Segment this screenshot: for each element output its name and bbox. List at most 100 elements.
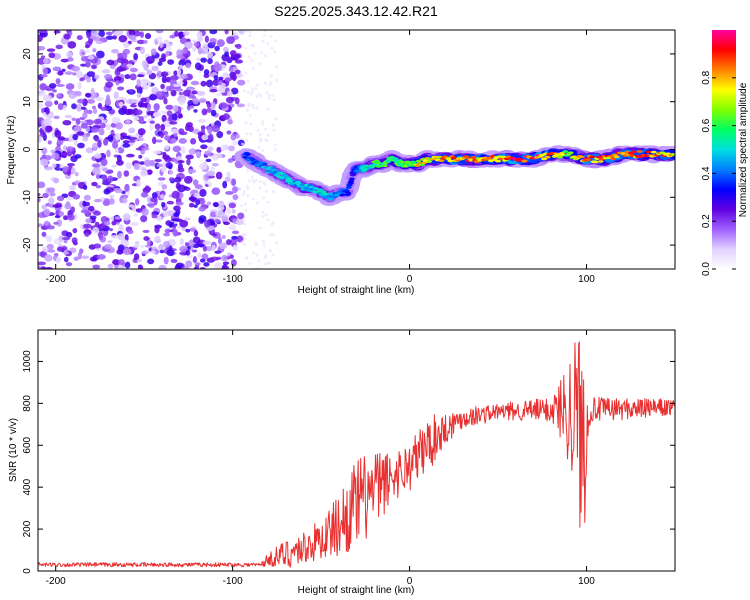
noise-cell (92, 48, 97, 53)
noise-cell (204, 150, 212, 156)
noise-cell (179, 220, 189, 228)
noise-cell (273, 143, 277, 147)
noise-cell (67, 163, 75, 167)
y-tick-label: 20 (22, 48, 33, 60)
noise-cell (255, 201, 259, 205)
noise-cell (170, 128, 178, 134)
spectrogram-x-ticks: -200 -100 0 100 (46, 30, 595, 285)
noise-cell (217, 40, 225, 46)
x-tick-label: 0 (407, 274, 413, 285)
noise-cell (154, 225, 160, 234)
noise-cell (231, 209, 236, 214)
noise-cell (255, 95, 259, 99)
noise-cell (168, 177, 175, 182)
noise-cell (146, 169, 153, 175)
noise-cell (195, 199, 201, 206)
noise-cell (111, 220, 117, 226)
noise-cell (221, 82, 226, 89)
noise-cell (176, 54, 186, 60)
noise-cell (166, 248, 175, 257)
noise-cell (76, 131, 85, 136)
noise-cell (252, 251, 256, 255)
noise-cell (103, 138, 109, 146)
noise-cell (201, 134, 209, 141)
noise-cell (243, 237, 247, 241)
noise-cell (170, 138, 177, 144)
noise-cell (143, 159, 152, 167)
ridge-cell (318, 188, 325, 192)
noise-cell (163, 39, 170, 45)
noise-cell (269, 34, 273, 38)
noise-cell (143, 115, 148, 119)
noise-cell (48, 197, 55, 205)
noise-cell (268, 249, 272, 253)
noise-cell (262, 181, 266, 185)
noise-cell (259, 94, 263, 98)
noise-cell (103, 220, 111, 226)
noise-cell (114, 189, 123, 194)
noise-cell (228, 224, 237, 231)
noise-cell (209, 86, 218, 91)
noise-cell (272, 190, 276, 194)
noise-cell (57, 136, 66, 141)
noise-cell (63, 251, 69, 255)
noise-cell (136, 92, 142, 99)
y-tick-label: -20 (22, 237, 33, 252)
noise-cell (49, 82, 57, 89)
noise-cell (192, 236, 201, 244)
noise-cell (95, 184, 102, 189)
noise-cell (139, 102, 148, 108)
noise-cell (38, 181, 46, 189)
ridge-cell (426, 160, 433, 163)
noise-cell (270, 46, 274, 50)
ridge-cell (410, 160, 417, 164)
noise-cell (232, 139, 238, 146)
noise-cell (116, 170, 122, 179)
noise-cell (164, 135, 171, 141)
noise-cell (225, 191, 234, 195)
noise-cell (188, 148, 197, 155)
noise-cell (118, 35, 128, 43)
noise-cell (159, 41, 164, 48)
noise-cell (250, 43, 254, 47)
noise-cell (242, 189, 246, 193)
noise-cell (265, 139, 269, 143)
noise-cell (226, 130, 232, 135)
noise-cell (118, 224, 124, 231)
noise-cell (162, 120, 172, 128)
noise-cell (158, 264, 167, 269)
noise-cell (161, 201, 166, 208)
noise-cell (56, 83, 65, 87)
noise-cell (53, 30, 61, 34)
noise-cell (43, 94, 53, 102)
noise-cell (253, 52, 257, 56)
noise-cell (153, 197, 158, 206)
noise-cell (191, 249, 198, 253)
noise-cell (223, 221, 230, 226)
noise-cell (242, 242, 246, 246)
noise-cell (153, 103, 160, 111)
noise-cell (71, 103, 77, 110)
noise-cell (214, 45, 220, 52)
noise-cell (38, 90, 46, 97)
noise-cell (186, 158, 191, 166)
ridge-cell (578, 155, 585, 159)
noise-cell (81, 51, 86, 56)
noise-cell (77, 98, 85, 104)
noise-cell (72, 133, 79, 141)
noise-cell (128, 30, 136, 37)
noise-cell (203, 262, 210, 267)
noise-cell (240, 204, 244, 208)
ridge-cell (327, 198, 334, 201)
noise-cell (234, 69, 241, 74)
noise-cell (87, 109, 93, 115)
y-tick-label: 1000 (22, 350, 33, 373)
noise-cell (81, 106, 86, 110)
noise-cell (45, 125, 53, 133)
noise-cell (136, 179, 141, 188)
noise-cell (256, 83, 260, 87)
noise-cell (206, 170, 216, 177)
noise-cell (92, 226, 100, 235)
ridge-cell (556, 155, 563, 159)
noise-cell (100, 106, 108, 111)
